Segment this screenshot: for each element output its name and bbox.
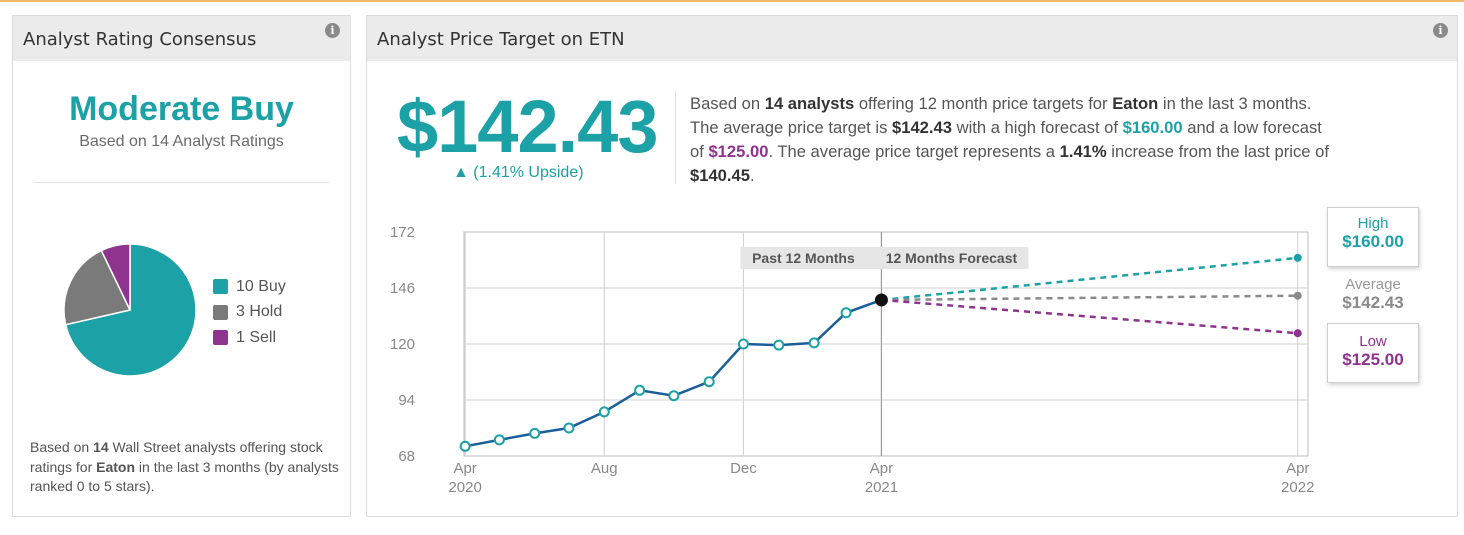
rating-footnote: Based on 14 Wall Street analysts offerin… xyxy=(30,438,342,497)
price-point xyxy=(459,440,471,452)
x-tick-label: Apr xyxy=(453,460,476,477)
x-tick-label: Dec xyxy=(730,460,757,477)
price-point xyxy=(563,422,575,434)
consensus-subtitle: Based on 14 Analyst Ratings xyxy=(79,133,284,150)
y-tick-label: 146 xyxy=(390,280,415,297)
high-forecast-callout: High $160.00 xyxy=(1327,207,1419,267)
footnote-count: 14 xyxy=(93,439,109,455)
pie-slice-sell xyxy=(100,243,131,311)
summary-text: Based on xyxy=(690,94,765,113)
price-history-line xyxy=(464,298,882,448)
legend-item-buy[interactable]: 10 Buy xyxy=(213,274,286,300)
top-accent-rule xyxy=(0,0,1464,2)
analyst-rating-panel: Analyst Rating Consensus i Moderate Buy … xyxy=(12,15,351,517)
summary-analysts: 14 analysts xyxy=(764,94,855,113)
price-point xyxy=(773,339,785,351)
forecast-point-average xyxy=(1293,291,1302,300)
y-tick-label: 94 xyxy=(398,392,415,409)
summary-text: and a low forecast of xyxy=(690,118,1322,161)
legend-item-hold[interactable]: 3 Hold xyxy=(213,300,286,326)
summary-last-price: $140.45 xyxy=(690,166,750,185)
period-label-box xyxy=(740,247,1029,269)
footnote-text: Based on xyxy=(30,439,94,455)
summary-low: $125.00 xyxy=(708,142,769,161)
x-tick-year-label: 2020 xyxy=(448,479,481,496)
price-point xyxy=(840,307,852,319)
price-target-line-chart: 68 94 120 146 172 Apr 2020 Aug Dec Apr 2021 Apr 2022… xyxy=(390,224,1314,496)
info-icon[interactable]: i xyxy=(1433,23,1448,38)
forecast-line-low xyxy=(881,298,1298,335)
forecast-line-high xyxy=(881,256,1298,302)
price-point xyxy=(634,384,646,396)
price-point xyxy=(598,406,610,418)
callout-value: $160.00 xyxy=(1342,232,1404,251)
price-point xyxy=(668,390,680,402)
upside-badge: ▲ (1.41% Upside) xyxy=(453,164,584,181)
price-point xyxy=(493,434,505,446)
x-tick-year-label: 2021 xyxy=(865,479,898,496)
legend-label: 3 Hold xyxy=(236,303,283,321)
price-point xyxy=(703,376,715,388)
callout-label: Average xyxy=(1345,276,1401,293)
legend-swatch xyxy=(213,279,228,295)
x-tick-label: Aug xyxy=(591,460,618,477)
info-icon[interactable]: i xyxy=(325,23,340,38)
divider xyxy=(33,182,329,183)
y-tick-label: 68 xyxy=(398,448,415,465)
x-tick-label: Apr xyxy=(1286,460,1309,477)
summary-average: $142.43 xyxy=(892,118,952,137)
x-tick-label: Apr xyxy=(870,460,893,477)
footnote-company: Eaton xyxy=(96,458,136,475)
panel-title: Analyst Rating Consensus xyxy=(23,29,257,50)
consensus-rating: Moderate Buy xyxy=(69,90,294,128)
summary-text: with a high forecast of xyxy=(951,118,1123,137)
low-forecast-callout: Low $125.00 xyxy=(1327,323,1419,383)
price-point xyxy=(529,427,541,439)
period-label-forecast: 12 Months Forecast xyxy=(886,250,1018,266)
forecast-point-high xyxy=(1293,253,1302,262)
period-label-past: Past 12 Months xyxy=(752,250,855,266)
forecast-line-average xyxy=(881,294,1298,302)
legend-label: 1 Sell xyxy=(236,328,277,346)
price-point xyxy=(808,337,820,349)
legend-swatch xyxy=(213,330,228,346)
legend-item-sell[interactable]: 1 Sell xyxy=(213,325,286,351)
footnote-text: Wall Street analysts offering stock rati… xyxy=(30,439,323,475)
footnote-text: in the last 3 months (by analysts ranked… xyxy=(30,458,339,495)
price-target-panel: Analyst Price Target on ETN i $142.43 ▲ … xyxy=(366,15,1458,517)
summary-text: offering 12 month price targets for xyxy=(854,94,1113,113)
panel-header: Analyst Price Target on ETN i xyxy=(367,16,1457,61)
callout-label: Low xyxy=(1359,333,1387,350)
panel-header: Analyst Rating Consensus i xyxy=(13,16,350,61)
callout-label: High xyxy=(1357,215,1389,232)
panel-title: Analyst Price Target on ETN xyxy=(377,29,625,50)
summary-percent: 1.41% xyxy=(1059,142,1107,161)
rating-legend: 10 Buy 3 Hold 1 Sell xyxy=(213,274,286,351)
callout-value: $142.43 xyxy=(1342,293,1404,312)
legend-swatch xyxy=(213,304,228,320)
summary-company: Eaton xyxy=(1112,94,1159,113)
callout-value: $125.00 xyxy=(1342,350,1404,369)
y-tick-label: 172 xyxy=(390,224,415,241)
rating-pie-chart xyxy=(63,243,197,377)
pie-slice-hold xyxy=(63,249,132,326)
summary-text: . xyxy=(749,166,755,185)
summary-text: increase from the last price of xyxy=(1106,142,1329,161)
x-tick-year-label: 2022 xyxy=(1281,479,1314,496)
divider xyxy=(675,92,676,184)
current-price-point xyxy=(874,293,888,307)
summary-text: . The average price target represents a xyxy=(768,142,1060,161)
price-target-summary: Based on 14 analysts offering 12 month p… xyxy=(690,92,1340,188)
forecast-point-low xyxy=(1293,329,1302,338)
legend-label: 10 Buy xyxy=(236,277,286,295)
average-forecast-callout: Average $142.43 xyxy=(1327,274,1419,321)
y-tick-label: 120 xyxy=(390,336,415,353)
price-point xyxy=(737,338,749,350)
average-price-target: $142.43 xyxy=(397,85,658,168)
summary-text: in the last 3 months. The average price … xyxy=(690,94,1312,137)
summary-high: $160.00 xyxy=(1122,118,1183,137)
